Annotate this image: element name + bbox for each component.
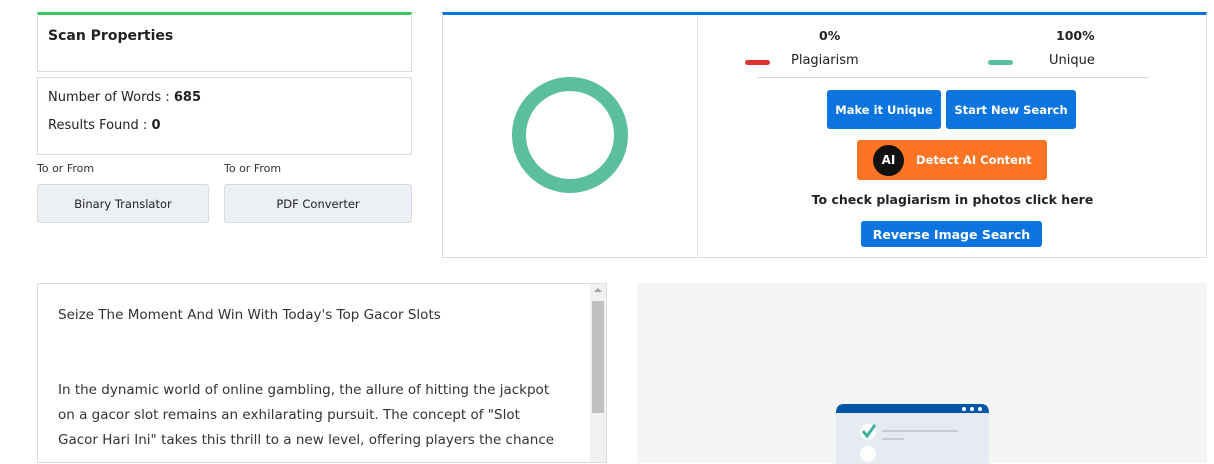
scrollbar[interactable] (590, 284, 606, 462)
result-panel: 0% 100% Plagiarism Unique Make it Unique… (442, 12, 1207, 258)
photos-hint: To check plagiarism in photos click here (811, 192, 1094, 207)
start-new-search-button[interactable]: Start New Search (946, 90, 1076, 129)
tool-caption: To or From (224, 162, 282, 175)
results-placeholder-panel (637, 283, 1207, 464)
scan-properties-card: Scan Properties (37, 12, 412, 72)
make-it-unique-button[interactable]: Make it Unique (827, 90, 941, 129)
scroll-up-arrow-icon[interactable] (594, 288, 602, 292)
content-textarea[interactable]: Seize The Moment And Win With Today's To… (37, 283, 607, 463)
plagiarism-percent: 0% (819, 28, 841, 43)
content-body: In the dynamic world of online gambling,… (58, 382, 555, 448)
scan-stats: Number of Words : 685 Results Found : 0 (37, 77, 412, 155)
plagiarism-label: Plagiarism (791, 53, 859, 68)
tool-caption: To or From (37, 162, 95, 175)
unique-percent: 100% (1056, 28, 1095, 43)
binary-translator-button[interactable]: Binary Translator (37, 184, 209, 223)
ai-icon: AI (873, 144, 904, 176)
detect-ai-content-button[interactable]: AI Detect AI Content (857, 140, 1047, 180)
reverse-image-search-button[interactable]: Reverse Image Search (861, 221, 1042, 247)
results-found: Results Found : 0 (48, 118, 161, 133)
scrollbar-thumb[interactable] (592, 301, 604, 413)
pdf-converter-button[interactable]: PDF Converter (224, 184, 412, 223)
content-title: Seize The Moment And Win With Today's To… (58, 307, 441, 323)
donut-unique-segment (512, 77, 628, 193)
divider (697, 15, 698, 258)
legend-divider (757, 77, 1148, 78)
word-count: Number of Words : 685 (48, 90, 201, 105)
scan-properties-title: Scan Properties (48, 28, 174, 44)
result-donut (512, 77, 628, 193)
plagiarism-legend-swatch (745, 60, 770, 65)
checklist-illustration-icon (836, 404, 989, 464)
unique-label: Unique (1049, 53, 1095, 68)
unique-legend-swatch (988, 60, 1013, 65)
